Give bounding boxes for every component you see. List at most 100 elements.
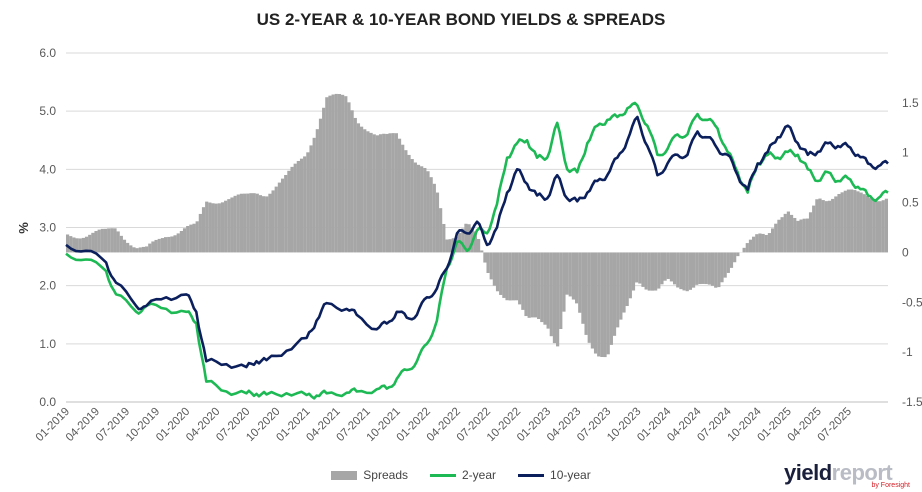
spread-bar <box>831 198 835 253</box>
y-tick-label: 2.0 <box>39 279 56 293</box>
spread-bar <box>255 193 259 253</box>
spread-bar <box>84 236 89 253</box>
spread-bar <box>654 252 658 291</box>
spread-bar <box>606 252 610 355</box>
spread-bar <box>657 252 661 289</box>
spread-bar <box>808 212 813 253</box>
spread-bar <box>246 193 250 253</box>
spread-bar <box>720 252 724 283</box>
spread-bar <box>163 237 168 253</box>
spread-bar <box>312 137 316 253</box>
spread-bar <box>704 252 708 285</box>
spread-bar <box>151 241 155 253</box>
spread-bar <box>802 218 806 253</box>
spread-bar <box>192 223 196 253</box>
spread-bar <box>65 234 70 253</box>
spread-bar <box>622 252 626 313</box>
spread-bar <box>530 252 534 318</box>
spread-bar <box>426 171 430 253</box>
spread-bar <box>723 252 727 278</box>
spread-bar <box>331 94 335 253</box>
spread-bar <box>100 228 104 253</box>
spread-bar <box>492 252 496 286</box>
spread-bar <box>186 226 190 253</box>
legend-label-spreads: Spreads <box>363 468 408 482</box>
series-line-10-year <box>65 115 889 369</box>
y2-tick-label: 1 <box>902 146 909 160</box>
spread-bar <box>293 163 297 253</box>
spread-bar <box>69 236 73 253</box>
spread-bar <box>568 252 572 297</box>
spread-bar <box>290 166 294 253</box>
spread-bar <box>179 230 183 253</box>
spread-bar <box>685 252 689 292</box>
spread-bar <box>755 234 759 253</box>
spread-bar <box>378 134 383 253</box>
spread-bar <box>701 252 705 284</box>
spread-bar <box>502 252 506 298</box>
spread-bar <box>597 252 601 357</box>
spread-bar <box>138 247 142 253</box>
spread-bar <box>647 252 651 291</box>
spread-bar <box>208 202 212 253</box>
spread-bar <box>176 233 180 253</box>
spread-bar <box>476 238 481 253</box>
spread-bar <box>543 252 547 325</box>
legend-swatch-10-year <box>518 473 545 477</box>
spread-bar <box>214 203 218 253</box>
spread-bar <box>445 239 449 253</box>
spread-bar <box>483 252 487 263</box>
spread-bar <box>834 196 838 253</box>
spread-bar <box>641 252 645 287</box>
spread-bar <box>201 207 206 253</box>
spread-bar <box>141 246 146 253</box>
spread-bar <box>344 96 348 253</box>
spread-bar <box>347 102 351 253</box>
spread-bar <box>742 247 746 253</box>
spread-bar <box>113 228 117 253</box>
spread-bar <box>116 231 120 253</box>
spread-bar <box>827 200 832 253</box>
spread-bar <box>239 193 244 253</box>
spread-bar <box>771 228 775 253</box>
spread-bar <box>859 192 863 253</box>
y2-tick-label: 0.5 <box>902 196 919 210</box>
spread-bar <box>758 233 762 253</box>
spread-bar <box>230 197 234 253</box>
spread-bar <box>881 200 885 253</box>
spread-bar <box>571 252 576 300</box>
spread-bar <box>821 200 825 253</box>
spread-bar <box>110 228 114 253</box>
spread-bar <box>540 252 544 323</box>
spread-bar <box>736 252 740 257</box>
spread-bar <box>587 252 591 343</box>
chart-title: US 2-YEAR & 10-YEAR BOND YIELDS & SPREAD… <box>256 10 666 29</box>
y-tick-label: 3.0 <box>39 221 56 235</box>
spread-bar <box>404 150 408 253</box>
spread-bar <box>824 201 828 253</box>
legend-item-spreads: Spreads <box>331 468 408 482</box>
spread-bar <box>341 94 345 253</box>
spread-bar <box>761 233 765 253</box>
logo-byline: by Foresight <box>871 482 910 489</box>
spread-bar <box>356 123 361 253</box>
spread-bar <box>360 126 364 253</box>
spread-bar <box>865 195 870 253</box>
spread-bar <box>366 131 370 253</box>
y2-tick-label: -1 <box>902 345 913 359</box>
spread-bar <box>88 234 92 253</box>
spread-bar <box>856 191 860 253</box>
spread-bar <box>717 252 721 288</box>
spread-bar <box>837 193 841 253</box>
y-tick-label: 0.0 <box>39 395 56 409</box>
yieldreport-logo: yieldreport by Foresight <box>784 460 914 490</box>
spread-bar <box>521 252 525 310</box>
spread-bar <box>672 252 677 285</box>
spread-bar <box>388 133 392 253</box>
spread-bar <box>372 134 376 253</box>
y2-tick-label: 0 <box>902 245 909 259</box>
spread-bar <box>812 205 816 253</box>
y2-tick-label: -1.5 <box>902 395 922 409</box>
spread-bar <box>252 193 256 253</box>
spread-bar <box>72 237 76 253</box>
